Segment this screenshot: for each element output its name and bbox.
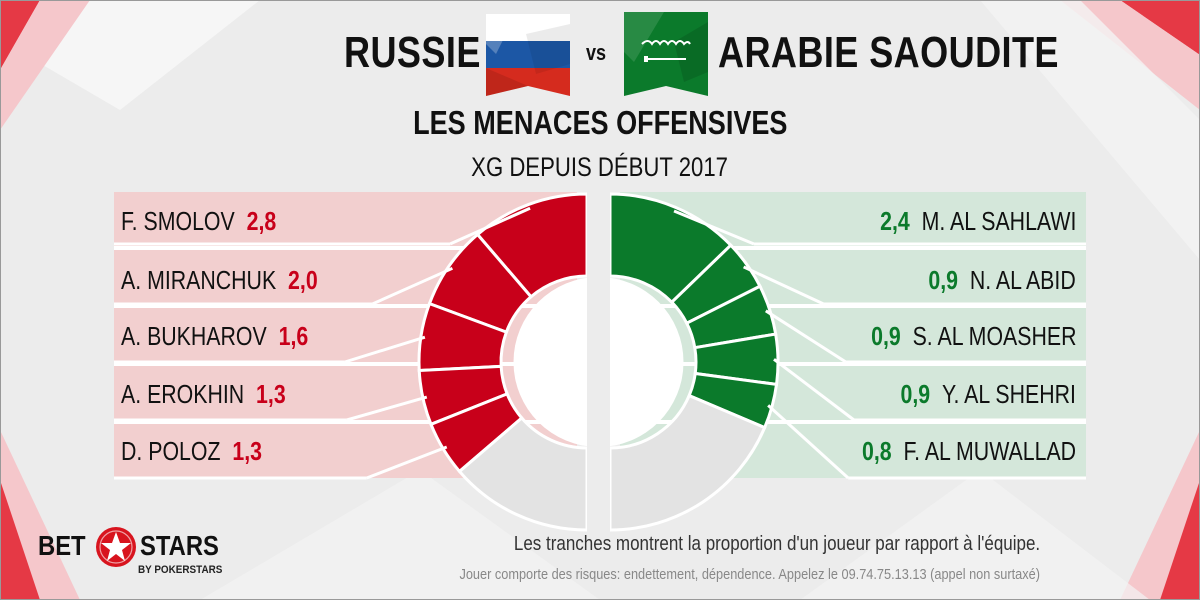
team-left-name: RUSSIE (344, 28, 481, 77)
saudi-player-row: 0,9 S. AL MOASHER (871, 310, 1076, 362)
player-xg-value: 2,8 (246, 206, 277, 236)
logo-tagline: BY POKERSTARS (138, 564, 223, 576)
russia-player-row: A. MIRANCHUK 2,0 (121, 254, 318, 306)
player-xg-value: 0,8 (861, 436, 892, 466)
player-name: A. BUKHAROV (121, 321, 267, 351)
russia-player-row: A. BUKHAROV 1,6 (121, 310, 308, 362)
russia-player-row: A. EROKHIN 1,3 (121, 368, 286, 420)
chart-footnote: Les tranches montrent la proportion d'un… (513, 533, 1040, 555)
player-xg-value: 1,6 (278, 321, 309, 351)
legal-disclaimer: Jouer comporte des risques: endettement,… (459, 566, 1040, 583)
russia-player-row: F. SMOLOV 2,8 (121, 195, 276, 247)
player-name: D. POLOZ (121, 436, 221, 466)
logo-stars-text: STARS (140, 530, 219, 561)
saudi-player-row: 0,9 N. AL ABID (929, 254, 1076, 306)
player-xg-value: 1,3 (232, 436, 263, 466)
player-name: A. EROKHIN (121, 379, 245, 409)
chart-title: LES MENACES OFFENSIVES (412, 104, 788, 141)
player-name: Y. AL SHEHRI (942, 379, 1076, 409)
russia-flag-icon (486, 14, 570, 96)
player-xg-value: 2,0 (288, 265, 318, 295)
player-xg-value: 1,3 (256, 379, 286, 409)
player-name: A. MIRANCHUK (121, 265, 277, 295)
russia-player-row: D. POLOZ 1,3 (121, 425, 262, 477)
player-name: N. AL ABID (970, 265, 1076, 295)
saudi-flag-icon (624, 12, 708, 96)
player-name: M. AL SAHLAWI (921, 206, 1076, 236)
player-name: F. SMOLOV (121, 206, 235, 236)
player-xg-value: 2,4 (879, 206, 910, 236)
player-xg-value: 0,9 (870, 321, 901, 351)
player-xg-value: 0,9 (928, 265, 959, 295)
chart-subtitle: XG DEPUIS DÉBUT 2017 (471, 152, 729, 182)
player-xg-value: 0,9 (900, 379, 931, 409)
saudi-player-row: 2,4 M. AL SAHLAWI (880, 195, 1076, 247)
versus-label: vs (586, 40, 607, 65)
saudi-player-row: 0,9 Y. AL SHEHRI (901, 368, 1076, 420)
saudi-player-row: 0,8 F. AL MUWALLAD (862, 425, 1076, 477)
team-right-name: ARABIE SAOUDITE (718, 28, 1059, 77)
player-name: F. AL MUWALLAD (903, 436, 1076, 466)
player-name: S. AL MOASHER (912, 321, 1076, 351)
logo-star-icon (96, 527, 136, 567)
logo-bet-text: BET (38, 530, 86, 561)
